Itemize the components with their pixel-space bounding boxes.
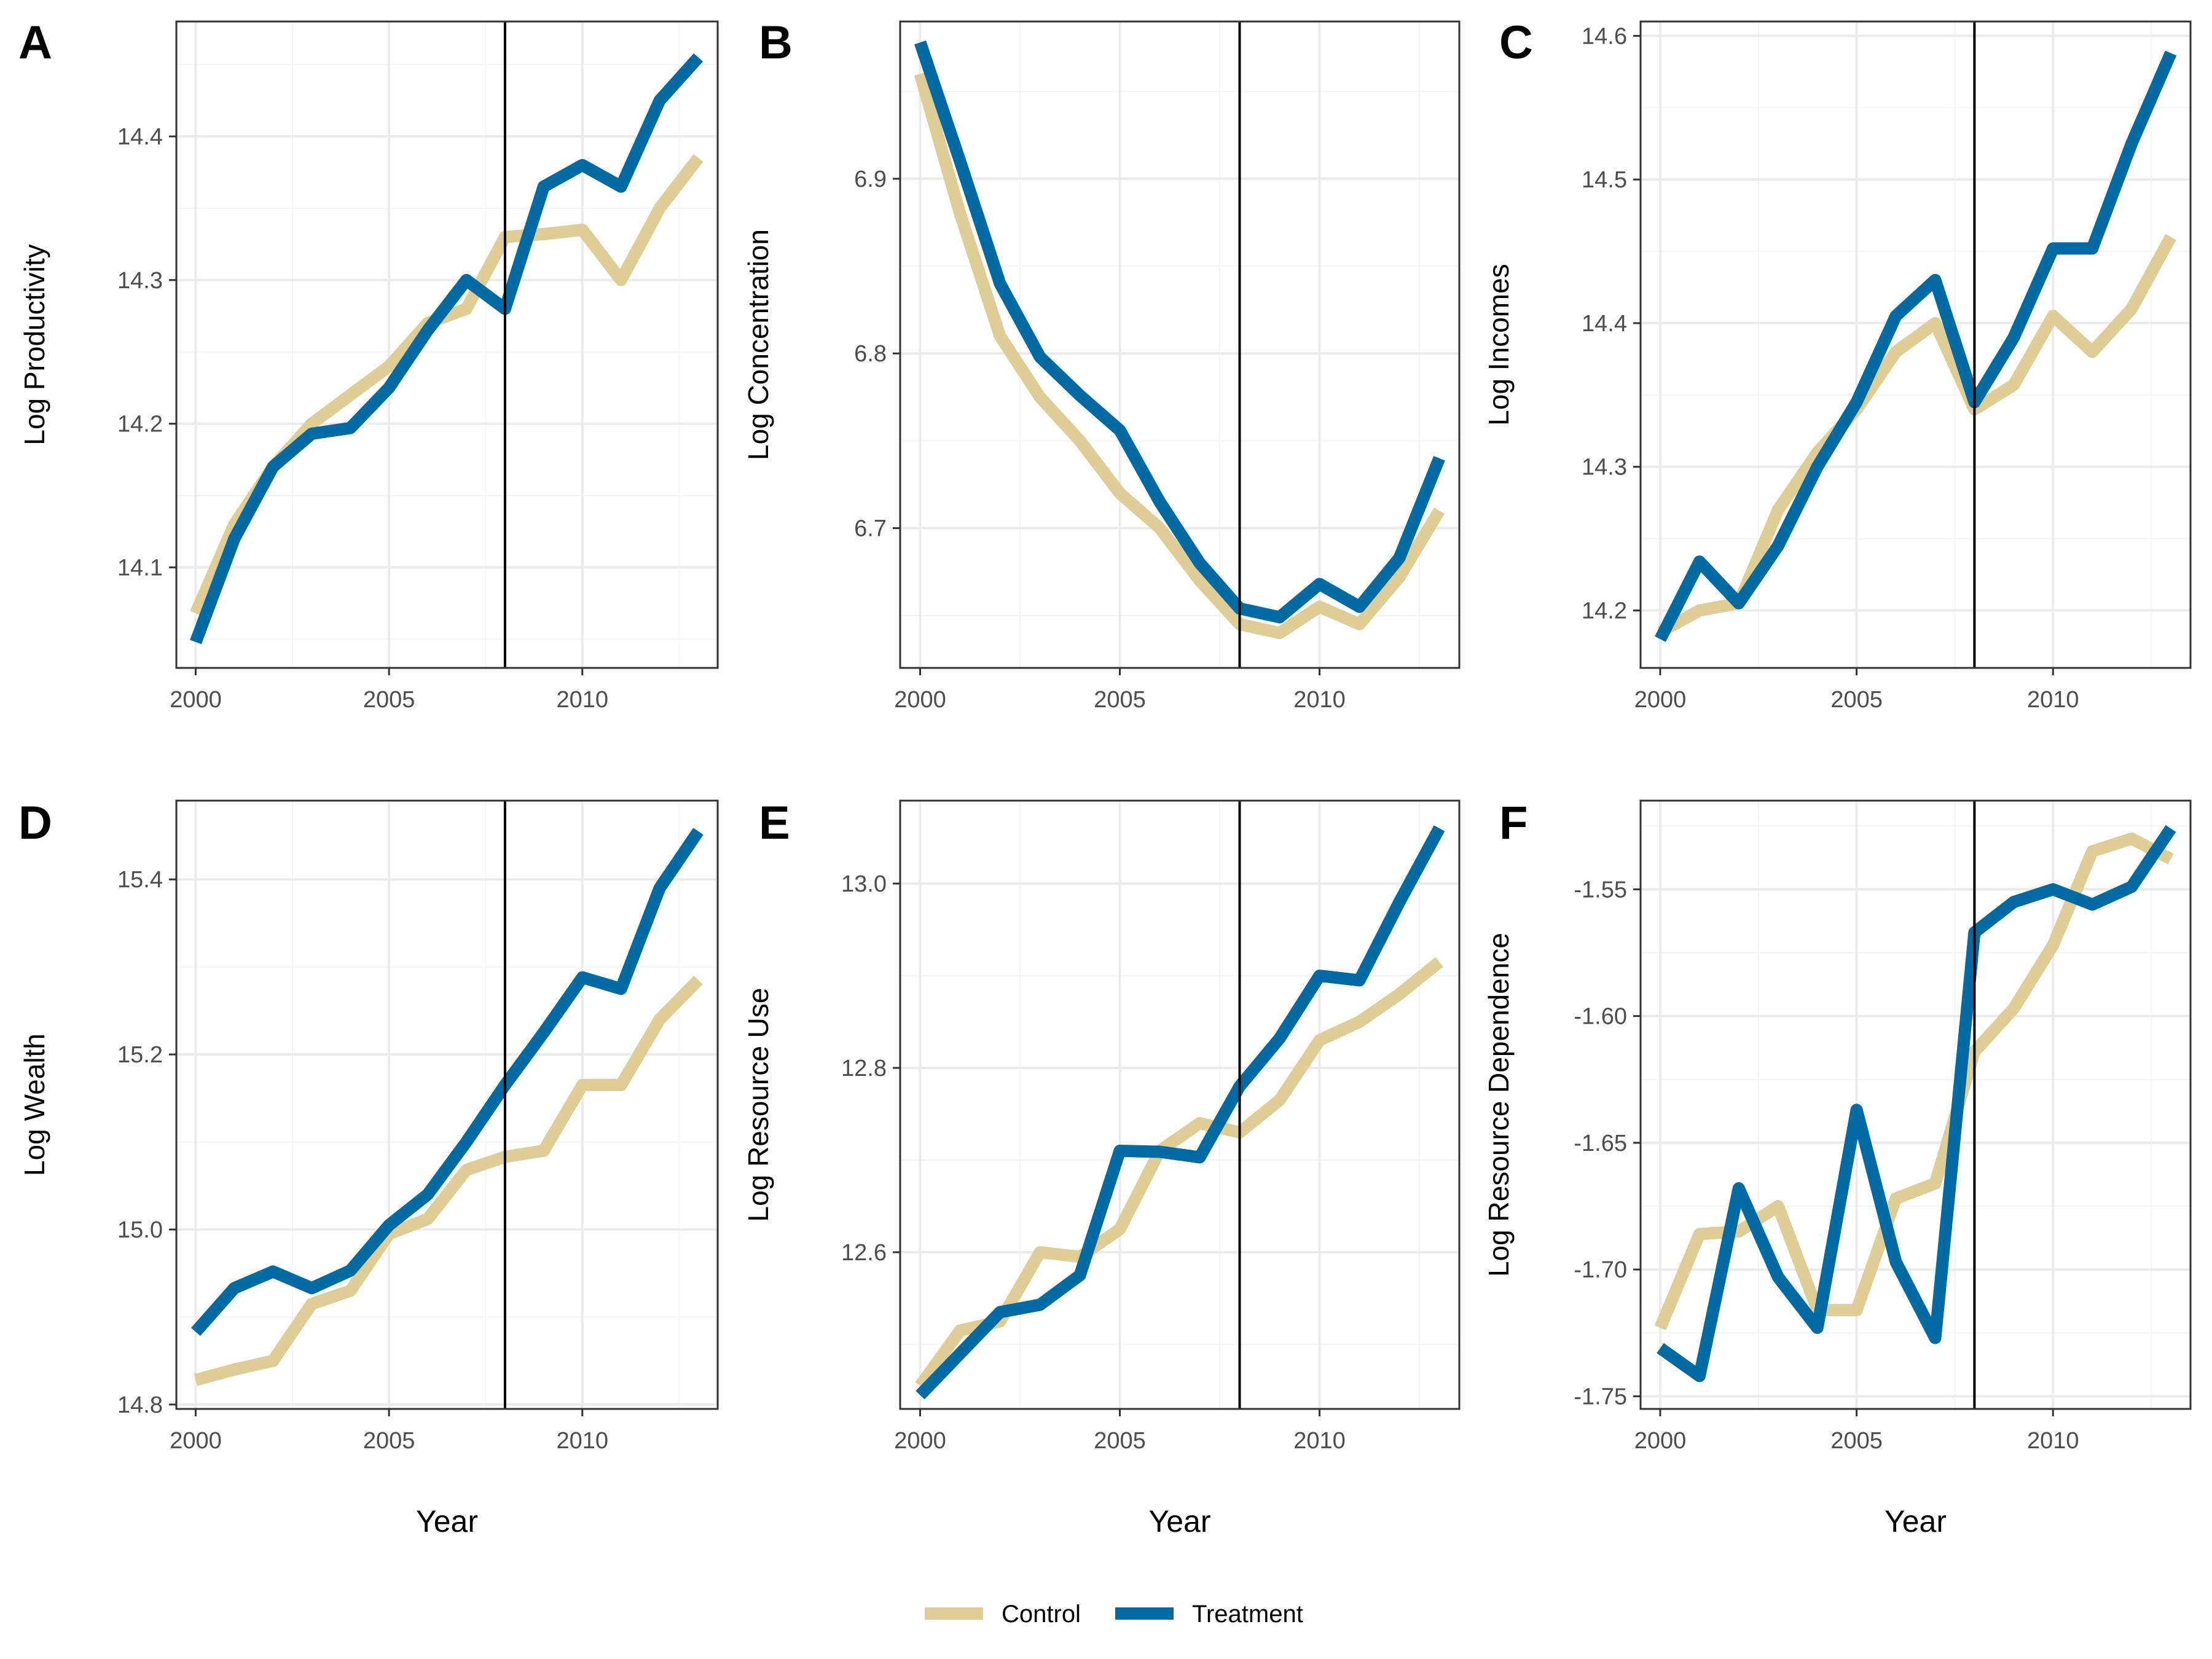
gridlines xyxy=(900,22,1459,668)
y-tick-label: 12.8 xyxy=(841,1056,887,1081)
y-tick-label: 13.0 xyxy=(841,871,887,897)
y-tick-label: 14.2 xyxy=(117,412,163,437)
panel-letter: F xyxy=(1499,797,1528,849)
x-tick-label: 2000 xyxy=(894,1428,946,1454)
panel-letter: A xyxy=(18,17,52,69)
panel-a: A 14.1 14.2 14.3 14.4 2000 2005 2010 Log Product… xyxy=(18,17,719,713)
series-line-control xyxy=(194,975,703,1386)
y-tick-label: -1.55 xyxy=(1574,877,1627,903)
series-line-treatment xyxy=(1657,825,2176,1382)
x-tick-label: 2010 xyxy=(556,1428,608,1454)
plot-frame xyxy=(1639,799,2192,1410)
series-line-control xyxy=(914,72,1445,640)
x-tick-label: 2010 xyxy=(2027,687,2079,713)
x-tick-label: 2005 xyxy=(363,1428,415,1454)
y-tick-label: 14.8 xyxy=(117,1392,163,1418)
y-tick-label: 15.2 xyxy=(117,1042,163,1068)
panel-e: E 12.6 12.8 13.0 2000 2005 2010 Log Resource Us… xyxy=(742,797,1461,1539)
y-tick-label: 6.9 xyxy=(854,167,887,192)
y-axis-title: Log Incomes xyxy=(1483,264,1515,425)
series-line-treatment xyxy=(1655,50,2177,642)
x-tick-label: 2010 xyxy=(556,687,608,713)
y-tick-label: 14.4 xyxy=(117,124,163,150)
y-tick-label: 14.3 xyxy=(1582,455,1627,480)
y-tick-label: 14.5 xyxy=(1582,167,1627,193)
series-line-treatment xyxy=(190,53,703,645)
x-tick-label: 2005 xyxy=(1094,1428,1146,1454)
x-tick-label: 2000 xyxy=(1634,1428,1687,1454)
x-axis-title: Year xyxy=(1885,1504,1947,1539)
y-tick-label: 14.2 xyxy=(1582,598,1627,624)
panels: A 14.1 14.2 14.3 14.4 2000 2005 2010 Log Product… xyxy=(18,17,2192,1539)
panel-letter: E xyxy=(759,797,790,849)
plot-frame xyxy=(175,799,719,1410)
x-tick-label: 2000 xyxy=(894,687,946,713)
plot-frame xyxy=(899,20,1461,669)
plot-frame xyxy=(899,799,1461,1410)
series-line-treatment xyxy=(916,825,1445,1400)
x-tick-label: 2005 xyxy=(363,687,415,713)
y-axis-title: Log Productivity xyxy=(18,244,50,445)
y-tick-label: -1.70 xyxy=(1574,1257,1627,1283)
x-tick-label: 2005 xyxy=(1094,687,1146,713)
y-tick-label: 15.4 xyxy=(117,867,163,893)
panel-letter: D xyxy=(18,797,52,849)
legend-label: Treatment xyxy=(1192,1601,1303,1628)
y-axis-title: Log Wealth xyxy=(18,1033,50,1176)
gridlines xyxy=(176,801,718,1409)
legend-label: Control xyxy=(1002,1601,1081,1628)
y-axis-title: Log Resource Dependence xyxy=(1483,933,1515,1277)
y-axis-title: Log Concentration xyxy=(742,229,774,460)
y-tick-label: 14.1 xyxy=(117,555,163,581)
legend-item-control: Control xyxy=(925,1601,1081,1628)
panel-d: D 14.8 15.0 15.2 15.4 2000 2005 2010 Log Wealth Y… xyxy=(18,797,719,1539)
y-tick-label: 14.6 xyxy=(1582,23,1627,49)
y-tick-label: -1.75 xyxy=(1574,1384,1627,1410)
panel-c: C 14.2 14.3 14.4 14.5 14.6 2000 2005 2010 Log Inc… xyxy=(1483,17,2192,713)
legend: Control Treatment xyxy=(925,1601,1303,1628)
y-tick-label: 12.6 xyxy=(841,1240,887,1266)
series-line-treatment xyxy=(191,828,704,1336)
series-line-control xyxy=(190,154,704,616)
y-axis-title: Log Resource Use xyxy=(742,988,774,1222)
series-line-treatment xyxy=(914,40,1445,624)
x-tick-label: 2005 xyxy=(1830,1428,1883,1454)
x-tick-label: 2010 xyxy=(1293,687,1346,713)
x-tick-label: 2010 xyxy=(1293,1428,1346,1454)
x-tick-label: 2000 xyxy=(1634,687,1687,713)
x-tick-label: 2000 xyxy=(170,687,222,713)
gridlines xyxy=(900,801,1459,1409)
y-tick-label: -1.60 xyxy=(1574,1004,1627,1030)
panel-b: B 6.7 6.8 6.9 2000 2005 2010 Log Concentration xyxy=(742,17,1461,713)
y-tick-label: 6.7 xyxy=(854,516,887,542)
x-tick-label: 2000 xyxy=(170,1428,222,1454)
x-axis-title: Year xyxy=(416,1504,478,1539)
x-tick-label: 2005 xyxy=(1830,687,1883,713)
legend-item-treatment: Treatment xyxy=(1115,1601,1303,1628)
plot-frame xyxy=(175,20,719,669)
series-line-control xyxy=(1654,832,2174,1330)
y-tick-label: 6.8 xyxy=(854,341,887,367)
panel-letter: C xyxy=(1499,17,1533,69)
y-tick-label: 14.4 xyxy=(1582,311,1627,337)
panel-letter: B xyxy=(759,17,793,69)
gridlines xyxy=(176,22,718,668)
y-tick-label: -1.65 xyxy=(1574,1131,1627,1156)
plot-frame xyxy=(1639,20,2192,669)
x-tick-label: 2010 xyxy=(2027,1428,2079,1454)
y-tick-label: 14.3 xyxy=(117,268,163,294)
y-tick-label: 15.0 xyxy=(117,1217,163,1243)
x-axis-title: Year xyxy=(1148,1504,1210,1539)
panel-f: F -1.75 -1.70 -1.65 -1.60 -1.55 2000 2005 2010 Lo… xyxy=(1483,797,2192,1539)
